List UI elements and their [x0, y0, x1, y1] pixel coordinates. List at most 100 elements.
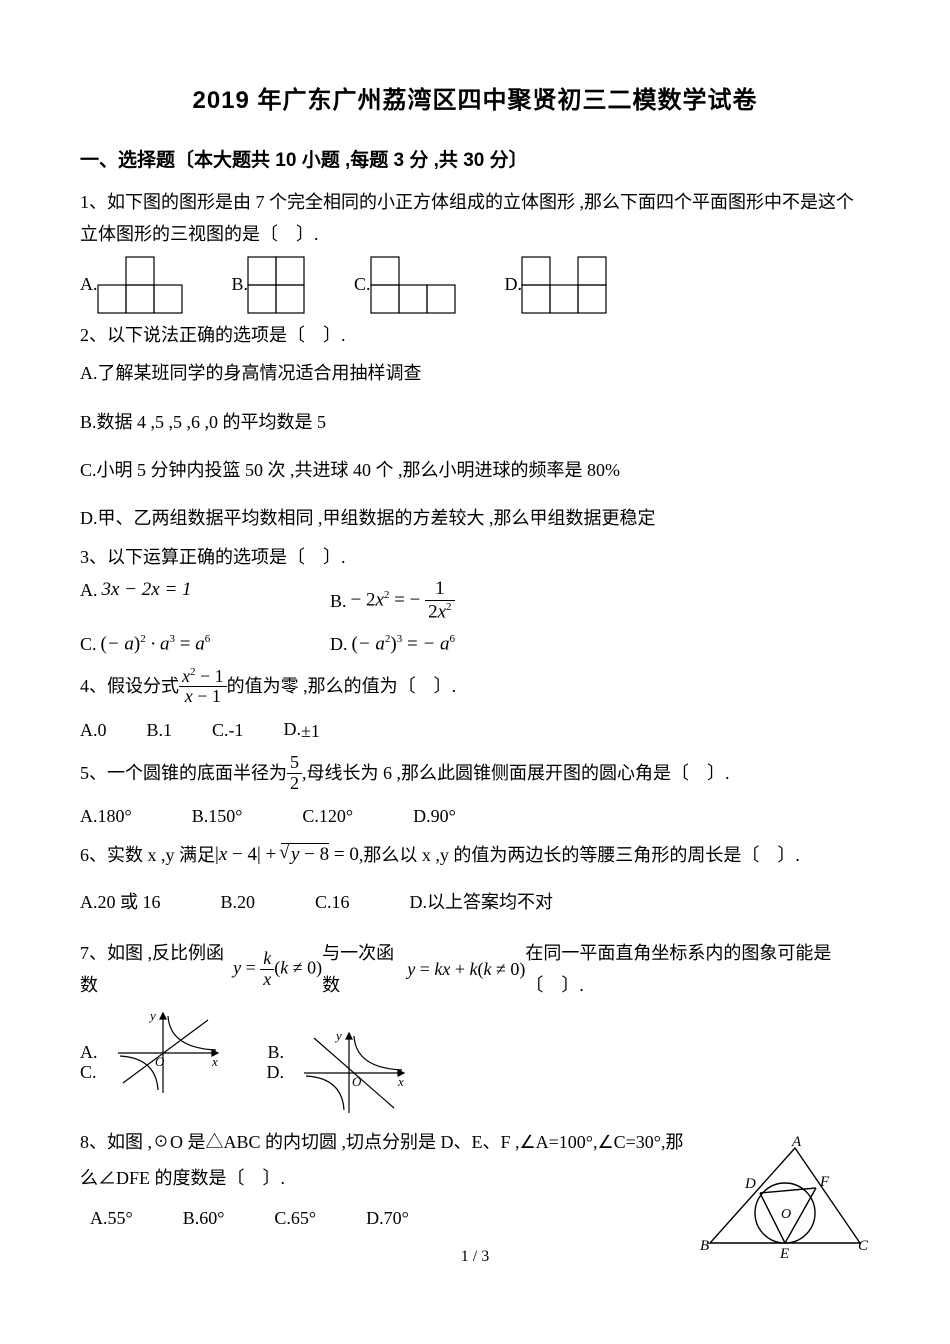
q4-stem-b: 的值为零 ,那么的值为〔 〕.: [227, 670, 457, 702]
q7-opt-d-label: D.: [267, 1062, 285, 1083]
q8-opt-d: D.70°: [366, 1202, 409, 1234]
q7-graph-d: O x y: [294, 1028, 414, 1118]
q1-options-row: A. B. C.: [80, 257, 870, 313]
q3-opt-c: C. (− a)2 · a3 = a6: [80, 633, 270, 655]
q5-opt-c: C.120°: [302, 800, 353, 832]
q7-stem-c: 在同一平面直角坐标系内的图象可能是〔 〕.: [525, 937, 870, 1002]
q6-options: A.20 或 16 B.20 C.16 D.以上答案均不对: [80, 886, 870, 918]
q5-opt-b: B.150°: [192, 800, 243, 832]
q8-options: A.55° B.60° C.65° D.70°: [90, 1202, 700, 1234]
q8-opt-a: A.55°: [90, 1202, 133, 1234]
q8-figure: O A B C D F E: [700, 1138, 870, 1258]
q2-opt-b: B.数据 4 ,5 ,5 ,6 ,0 的平均数是 5: [80, 406, 870, 438]
q3-a-math: 3x − 2x = 1: [102, 579, 192, 601]
q1-opt-c-label: C.: [354, 274, 371, 295]
q6-opt-b: B.20: [221, 886, 256, 918]
q3-row2: C. (− a)2 · a3 = a6 D. (− a2)3 = − a6: [80, 633, 870, 655]
q3-b-math: − 2x2 = − 12x2: [351, 579, 455, 623]
q4-opt-d: D.±1: [284, 713, 320, 747]
q7-stem: 7、如图 ,反比例函数 y = kx(k ≠ 0) 与一次函数 y = kx +…: [80, 937, 870, 1002]
q1-opt-a: A.: [80, 257, 182, 313]
q6-opt-a: A.20 或 16: [80, 886, 161, 918]
q1-shape-b: [248, 257, 304, 313]
q8-lbl-D: D: [744, 1176, 756, 1192]
q4-opt-c: C.-1: [212, 714, 244, 746]
q3-b-denexp: 2: [446, 601, 452, 613]
q3-b-x1: x: [375, 590, 383, 611]
q8-lbl-F: F: [819, 1174, 830, 1190]
q3-c-label: C.: [80, 634, 97, 655]
q5-stem-b: ,母线长为 6 ,那么此圆锥侧面展开图的圆心角是〔 〕.: [302, 757, 730, 789]
q4-den: x − 1: [179, 687, 227, 707]
q8-opt-b: B.60°: [183, 1202, 225, 1234]
q1-shape-d: [522, 257, 606, 313]
q7d-O: O: [352, 1074, 362, 1089]
q1-opt-c: C.: [354, 257, 455, 313]
section-1-header: 一、选择题〔本大题共 10 小题 ,每题 3 分 ,共 30 分〕: [80, 145, 870, 172]
q3-b-frac: 12x2: [425, 579, 454, 623]
q7a-y: y: [148, 1008, 156, 1023]
q7-lin: y = kx + k(k ≠ 0): [407, 953, 525, 985]
q6-opt-c: C.16: [315, 886, 350, 918]
q3-d-math: (− a2)3 = − a6: [352, 633, 456, 655]
exam-title: 2019 年广东广州荔湾区四中聚贤初三二模数学试卷: [80, 80, 870, 115]
q6-stem: 6、实数 x ,y 满足 |x − 4| + √y − 8 = 0 ,那么以 x…: [80, 838, 870, 872]
q3-b-den: 2x2: [425, 601, 454, 623]
q2-opt-d: D.甲、乙两组数据平均数相同 ,甲组数据的方差较大 ,那么甲组数据更稳定: [80, 502, 870, 534]
q1-opt-d: D.: [505, 257, 607, 313]
q3-b-denx: x: [438, 601, 446, 622]
q8-stem: 8、如图 ,☉O 是△ABC 的内切圆 ,切点分别是 D、E、F ,∠A=100…: [80, 1124, 700, 1196]
q4-opt-b: B.1: [147, 714, 173, 746]
q5-opt-a: A.180°: [80, 800, 132, 832]
q3-b-den2: 2: [428, 601, 438, 622]
q1-stem: 1、如下图的图形是由 7 个完全相同的小正方体组成的立体图形 ,那么下面四个平面…: [80, 186, 870, 251]
q4-stem: 4、假设分式 x2 − 1 x − 1 的值为零 ,那么的值为〔 〕.: [80, 666, 870, 708]
q1-opt-b: B.: [232, 257, 305, 313]
q5-opt-d: D.90°: [413, 800, 456, 832]
q4-den-x: x: [185, 686, 193, 706]
page: 2019 年广东广州荔湾区四中聚贤初三二模数学试卷 一、选择题〔本大题共 10 …: [0, 0, 950, 1288]
q3-opt-d: D. (− a2)3 = − a6: [330, 633, 455, 655]
q6-stem-a: 6、实数 x ,y 满足: [80, 839, 215, 871]
q4-den-rest: − 1: [193, 686, 221, 706]
q4-num: x2 − 1: [179, 666, 227, 688]
q3-a-label: A.: [80, 580, 98, 601]
q7-graph-a: O x y: [108, 1008, 228, 1098]
q7-opt-a-label: A.: [80, 1042, 98, 1063]
q8-opt-c: C.65°: [274, 1202, 316, 1234]
q3-opt-a: A. 3x − 2x = 1: [80, 579, 270, 601]
q4-d-math: ±1: [301, 715, 320, 747]
q7d-y: y: [334, 1028, 342, 1043]
q1-opt-d-label: D.: [505, 274, 523, 295]
q2-opt-c: C.小明 5 分钟内投篮 50 次 ,共进球 40 个 ,那么小明进球的频率是 …: [80, 454, 870, 486]
q5-options: A.180° B.150° C.120° D.90°: [80, 800, 870, 832]
q3-stem: 3、以下运算正确的选项是〔 〕.: [80, 541, 870, 573]
q4-stem-a: 4、假设分式: [80, 670, 179, 702]
q7-stem-a: 7、如图 ,反比例函数: [80, 937, 233, 1002]
q7-stem-b: 与一次函数: [322, 937, 407, 1002]
q5-frac: 5 2: [287, 753, 302, 794]
q3-c-math: (− a)2 · a3 = a6: [101, 633, 211, 655]
q7d-x: x: [397, 1074, 404, 1089]
q1-opt-b-label: B.: [232, 274, 249, 295]
q4-frac: x2 − 1 x − 1: [179, 666, 227, 708]
q5-stem-a: 5、一个圆锥的底面半径为: [80, 757, 287, 789]
page-number: 1 / 3: [0, 1248, 950, 1266]
q3-b-num: 1: [425, 579, 454, 601]
q8-container: 8、如图 ,☉O 是△ABC 的内切圆 ,切点分别是 D、E、F ,∠A=100…: [80, 1118, 870, 1258]
q4-d-pre: D.: [284, 719, 302, 739]
q4-opt-a: A.0: [80, 714, 107, 746]
q7-opt-c-label: C.: [80, 1062, 97, 1083]
q6-expr: |x − 4| + √y − 8 = 0: [215, 838, 359, 872]
q7a-O: O: [155, 1054, 165, 1069]
q8-lbl-A: A: [791, 1134, 802, 1150]
q2-stem: 2、以下说法正确的选项是〔 〕.: [80, 319, 870, 351]
q7-opt-b-label: B.: [268, 1042, 285, 1063]
q3-row1: A. 3x − 2x = 1 B. − 2x2 = − 12x2: [80, 579, 870, 623]
q8-lbl-O: O: [781, 1207, 791, 1222]
q3-d-label: D.: [330, 634, 348, 655]
q4-num-rest: − 1: [196, 666, 224, 686]
q3-opt-b: B. − 2x2 = − 12x2: [330, 579, 455, 623]
q4-num-x: x: [182, 666, 190, 686]
q6-stem-b: ,那么以 x ,y 的值为两边长的等腰三角形的周长是〔 〕.: [359, 839, 800, 871]
